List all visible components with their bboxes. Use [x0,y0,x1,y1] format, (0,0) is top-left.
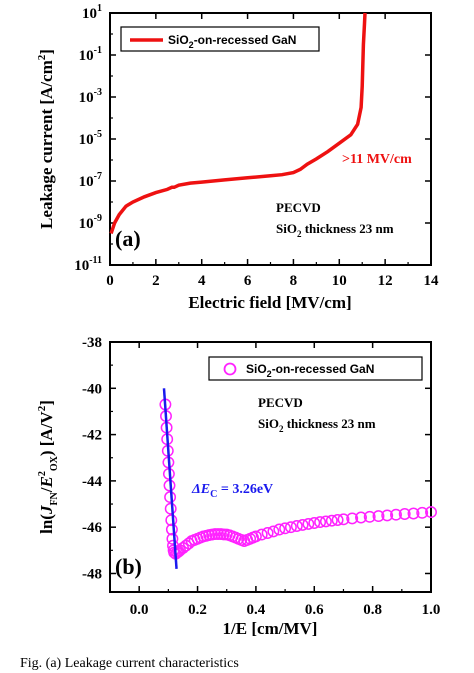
panel-b-data-point [290,520,303,532]
panel-b-data-point [212,528,224,541]
panel-b-data-point [296,518,309,531]
panel-b-data-point [255,528,268,541]
panel-b-x-axis-title: 1/E [cm/MV] [223,619,318,638]
panel-b-thickness-note: SiO2 thickness 23 nm [258,416,376,434]
panel-a-y-tick-label: 10-7 [79,171,102,190]
panel-b-data-point [308,517,321,529]
panel-b-label: (b) [115,554,142,579]
panel-a-y-tick-label: 10-9 [79,213,102,232]
panel-b-frame [109,341,432,593]
panel-b-data-point [331,514,344,526]
panel-b-x-tick-label: 0.8 [363,602,382,618]
panel-a-x-tick-label: 12 [378,273,393,289]
panel-b-data-point [337,513,350,526]
panel-b-data-point [164,502,177,515]
panel-a-thickness-note: SiO2 thickness 23 nm [276,221,394,239]
panel-a-legend-label: SiO2-on-recessed GaN [168,33,296,50]
panel-b-data-point [165,523,178,536]
panel-a-x-tick-label: 8 [290,273,298,289]
panel-b-data-point [325,514,338,527]
panel-b-data-point [363,510,376,523]
panel-b: 0.0 0.2 0.4 0.6 0.8 1.0 -38 -40 -42 -44 -46 -48 Si… [36,335,440,638]
panel-b-y-tick-label: -44 [82,474,102,490]
panel-a-x-tick-label: 0 [106,273,114,289]
panel-b-data-point [416,506,429,519]
panel-a-x-tick-label: 6 [244,273,252,289]
panel-a-x-tick-label: 2 [152,273,160,289]
panel-a: 0 2 4 6 8 10 12 14 101 10-1 10-3 10-5 10-7 10-9 10-11… [36,3,439,312]
panel-b-y-tick-label: -48 [82,566,102,582]
panel-b-barrier-annotation: ΔEC = 3.26eV [191,482,273,500]
panel-b-y-axis-title: ln(JFN/E2OX) [A/V2] [36,400,60,534]
panel-b-method-note: PECVD [258,395,303,410]
panel-b-data-point [261,527,274,539]
panel-a-method-note: PECVD [276,200,321,215]
panel-b-data-point [346,512,359,525]
panel-b-data-point [166,532,179,545]
panel-a-y-tick-label: 10-3 [79,87,102,106]
figure-caption: Fig. (a) Leakage current characteristics [20,656,239,671]
panel-a-x-tick-label: 10 [332,273,347,289]
panel-b-x-tick-label: 0.2 [188,602,207,618]
panel-a-label: (a) [115,226,141,251]
panel-b-data-point [273,523,286,536]
panel-a-y-tick-label: 10-5 [79,129,102,148]
panel-b-x-tick-label: 1.0 [422,602,441,618]
panel-b-x-tick-label: 0.4 [247,602,266,618]
panel-a-x-tick-label: 14 [424,273,440,289]
panel-b-data-point [284,521,297,534]
panel-b-data-point [302,517,315,530]
panel-a-y-tick-label: 10-11 [74,255,102,274]
panel-b-data-point [372,510,385,523]
panel-b-y-tick-label: -42 [82,428,102,444]
panel-b-data-point [279,522,292,535]
panel-a-x-axis-title: Electric field [MV/cm] [188,293,351,312]
panel-b-legend-box [208,356,423,381]
panel-b-data-point [355,511,367,524]
panel-a-y-tick-label: 101 [82,3,102,22]
panel-a-x-tick-label: 4 [198,273,206,289]
panel-b-data-point [407,507,420,520]
panel-b-data-point [314,516,327,529]
panel-b-x-tick-label: 0.0 [130,602,149,618]
panel-b-data-point [381,509,394,522]
panel-a-y-tick-label: 10-1 [79,45,102,64]
panel-b-x-tick-label: 0.6 [305,602,324,618]
panel-b-legend-label: SiO2-on-recessed GaN [246,362,374,379]
panel-b-data-point [319,515,332,528]
panel-b-data-point [425,506,437,519]
panel-a-legend: SiO2-on-recessed GaN [120,26,320,52]
panel-b-data-point [165,514,178,527]
panel-b-legend-swatch [223,362,237,376]
panel-b-data-point [209,528,222,541]
panel-b-fit-line [162,388,178,569]
panel-b-data-point [390,508,402,521]
panel-b-data-point [249,530,262,543]
panel-b-data-point [267,525,280,538]
panel-b-y-tick-label: -40 [82,381,102,397]
panel-a-y-axis-title: Leakage current [A/cm2] [36,49,56,229]
panel-a-series-line [109,12,367,235]
panel-b-y-tick-label: -38 [82,335,102,351]
panel-b-legend: SiO2-on-recessed GaN [208,356,423,381]
panel-b-y-tick-label: -46 [82,520,102,536]
panel-b-data-point [398,508,411,520]
panel-a-breakdown-annotation: >11 MV/cm [342,152,412,167]
